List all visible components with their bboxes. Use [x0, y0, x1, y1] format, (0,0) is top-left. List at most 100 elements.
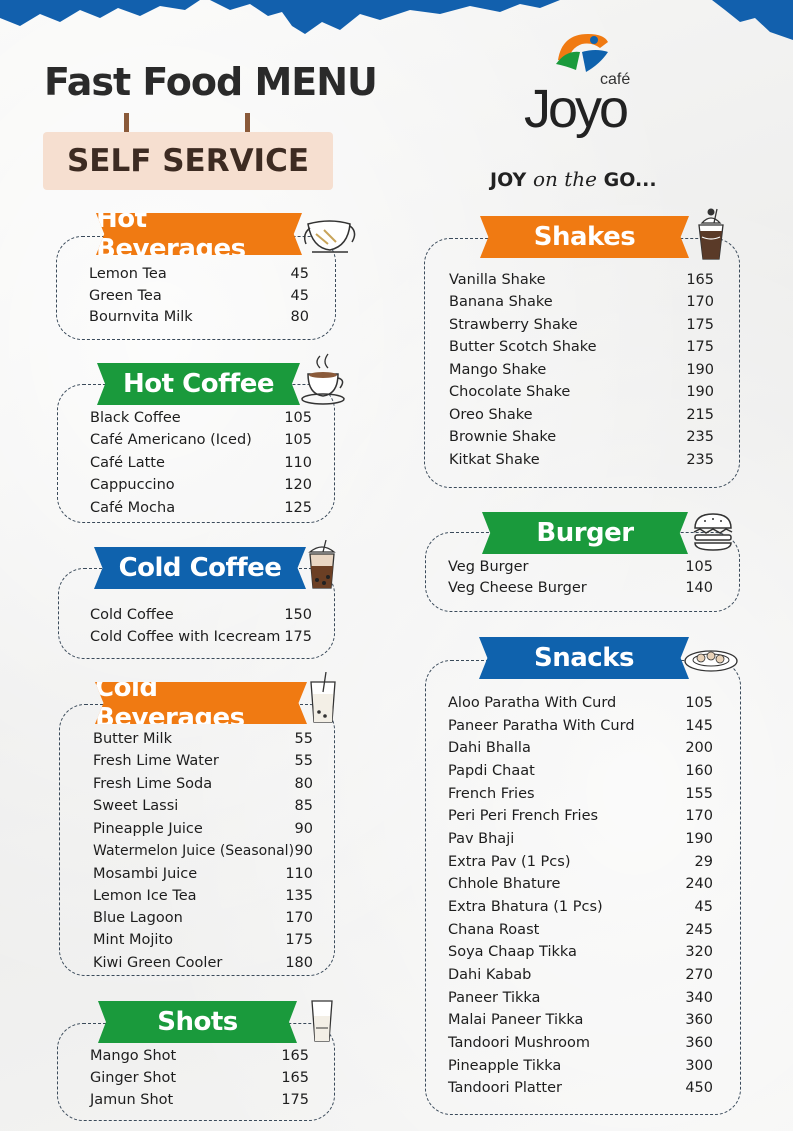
list-item: Extra Bhatura (1 Pcs) — [448, 899, 603, 915]
price: 170 — [686, 294, 714, 310]
joyo-logo-icon — [556, 34, 608, 72]
cold-coffee-banner: Cold Coffee — [94, 547, 306, 589]
price: 200 — [685, 740, 713, 756]
list-item: Soya Chaap Tikka — [448, 944, 577, 960]
list-item: Pav Bhaji — [448, 831, 515, 847]
list-item: Bournvita Milk — [89, 309, 193, 325]
price: 85 — [294, 798, 313, 814]
hot-beverages-banner: Hot Beverages — [96, 213, 302, 255]
price: 110 — [284, 455, 312, 471]
price: 300 — [685, 1058, 713, 1074]
price: 320 — [685, 944, 713, 960]
list-item: Veg Burger — [448, 559, 529, 575]
list-item: Café Latte — [90, 455, 165, 471]
price: 45 — [290, 288, 309, 304]
list-item: Cold Coffee — [90, 607, 174, 623]
list-item: Pineapple Juice — [93, 821, 203, 837]
price: 105 — [284, 432, 312, 448]
list-item: Strawberry Shake — [449, 317, 578, 333]
list-item: Chana Roast — [448, 922, 540, 938]
price: 90 — [294, 843, 313, 859]
logo-cafe-text: café — [600, 71, 631, 88]
list-item: Blue Lagoon — [93, 910, 183, 926]
price: 270 — [685, 967, 713, 983]
price: 135 — [285, 888, 313, 904]
price: 29 — [694, 854, 713, 870]
iced-coffee-icon — [308, 540, 336, 589]
price: 245 — [685, 922, 713, 938]
list-item: Paneer Tikka — [448, 990, 541, 1006]
list-item: Lemon Tea — [89, 266, 167, 282]
price: 175 — [285, 932, 313, 948]
list-item: Tandoori Mushroom — [448, 1035, 591, 1051]
top-mountain-decoration — [0, 0, 793, 40]
list-item: Veg Cheese Burger — [448, 580, 587, 596]
price: 235 — [686, 429, 714, 445]
list-item: Pineapple Tikka — [448, 1058, 562, 1074]
price: 105 — [685, 559, 713, 575]
list-item: Chhole Bhature — [448, 876, 561, 892]
list-item: Extra Pav (1 Pcs) — [448, 854, 571, 870]
tagline: JOY on the GO... — [490, 167, 657, 191]
price: 165 — [281, 1048, 309, 1064]
list-item: Butter Milk — [93, 731, 172, 747]
list-item: Dahi Bhalla — [448, 740, 531, 756]
tagline-go: GO... — [603, 169, 657, 191]
list-item: Peri Peri French Fries — [448, 808, 599, 824]
list-item: Paneer Paratha With Curd — [448, 718, 635, 734]
price: 55 — [294, 753, 313, 769]
price: 155 — [685, 786, 713, 802]
tagline-joy: JOY — [490, 169, 527, 191]
list-item: Cold Coffee with Icecream — [90, 629, 281, 645]
sign-hanger-left — [124, 113, 129, 133]
list-item: Fresh Lime Water — [93, 753, 219, 769]
burger-banner: Burger — [482, 512, 688, 554]
list-item: Tandoori Platter — [448, 1080, 562, 1096]
coffee-cup-icon — [301, 353, 345, 405]
price: 120 — [284, 477, 312, 493]
price: 340 — [685, 990, 713, 1006]
list-item: Mango Shake — [449, 362, 547, 378]
list-item: Kitkat Shake — [449, 452, 540, 468]
list-item: Cappuccino — [90, 477, 175, 493]
list-item: Malai Paneer Tikka — [448, 1012, 584, 1028]
self-service-sign: SELF SERVICE — [43, 132, 333, 190]
list-item: French Fries — [448, 786, 535, 802]
price: 145 — [685, 718, 713, 734]
list-item: Brownie Shake — [449, 429, 557, 445]
price: 165 — [281, 1070, 309, 1086]
price: 170 — [685, 808, 713, 824]
teapot-icon — [303, 220, 356, 253]
list-item: Chocolate Shake — [449, 384, 571, 400]
snack-plate-icon — [684, 650, 738, 672]
list-item: Butter Scotch Shake — [449, 339, 597, 355]
price: 160 — [685, 763, 713, 779]
list-item: Oreo Shake — [449, 407, 533, 423]
logo-brand-name: Joyo — [524, 79, 629, 139]
list-item: Dahi Kabab — [448, 967, 532, 983]
list-item: Watermelon Juice (Seasonal) — [93, 843, 295, 859]
price: 90 — [294, 821, 313, 837]
burger-icon — [693, 513, 733, 551]
milkshake-icon — [698, 208, 724, 260]
page-title: Fast Food MENU — [44, 60, 378, 104]
snacks-banner: Snacks — [479, 637, 689, 679]
list-item: Aloo Paratha With Curd — [448, 695, 617, 711]
price: 215 — [686, 407, 714, 423]
tagline-script: on the — [532, 167, 597, 191]
list-item: Café Americano (Iced) — [90, 432, 252, 448]
price: 240 — [685, 876, 713, 892]
price: 190 — [686, 362, 714, 378]
list-item: Mango Shot — [90, 1048, 177, 1064]
list-item: Fresh Lime Soda — [93, 776, 213, 792]
list-item: Papdi Chaat — [448, 763, 535, 779]
price: 140 — [685, 580, 713, 596]
price: 165 — [686, 272, 714, 288]
price: 450 — [685, 1080, 713, 1096]
price: 55 — [294, 731, 313, 747]
price: 190 — [686, 384, 714, 400]
price: 360 — [685, 1012, 713, 1028]
price: 180 — [285, 955, 313, 971]
cold-drink-icon — [310, 672, 336, 723]
list-item: Kiwi Green Cooler — [93, 955, 223, 971]
